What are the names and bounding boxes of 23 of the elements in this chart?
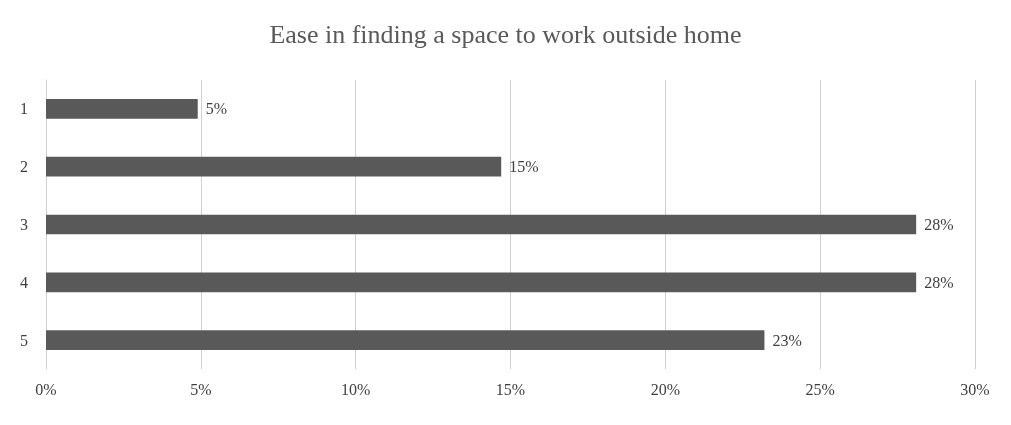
x-tick-label: 5% <box>190 380 212 398</box>
bar <box>46 156 502 177</box>
data-label: 5% <box>205 100 228 118</box>
y-tick-label: 2 <box>20 158 28 176</box>
x-tick-label: 15% <box>495 380 526 398</box>
x-tick-label: 25% <box>805 380 835 398</box>
data-label: 28% <box>924 273 954 291</box>
bar <box>46 99 198 119</box>
y-tick-label: 5 <box>20 331 28 349</box>
y-tick-label: 3 <box>20 216 28 233</box>
data-label: 23% <box>772 331 802 349</box>
x-tick-label: 10% <box>341 380 371 398</box>
bar <box>46 330 765 350</box>
chart-title: Ease in finding a space to work outside home <box>269 19 742 49</box>
x-tick-label: 0% <box>35 380 57 398</box>
x-tick-label: 30% <box>960 380 990 398</box>
y-tick-label: 1 <box>20 100 28 118</box>
bar <box>46 214 917 235</box>
y-tick-label: 4 <box>20 273 28 291</box>
data-label: 28% <box>924 216 954 233</box>
bar <box>46 272 917 293</box>
x-tick-label: 20% <box>650 380 680 398</box>
data-label: 15% <box>509 158 539 176</box>
